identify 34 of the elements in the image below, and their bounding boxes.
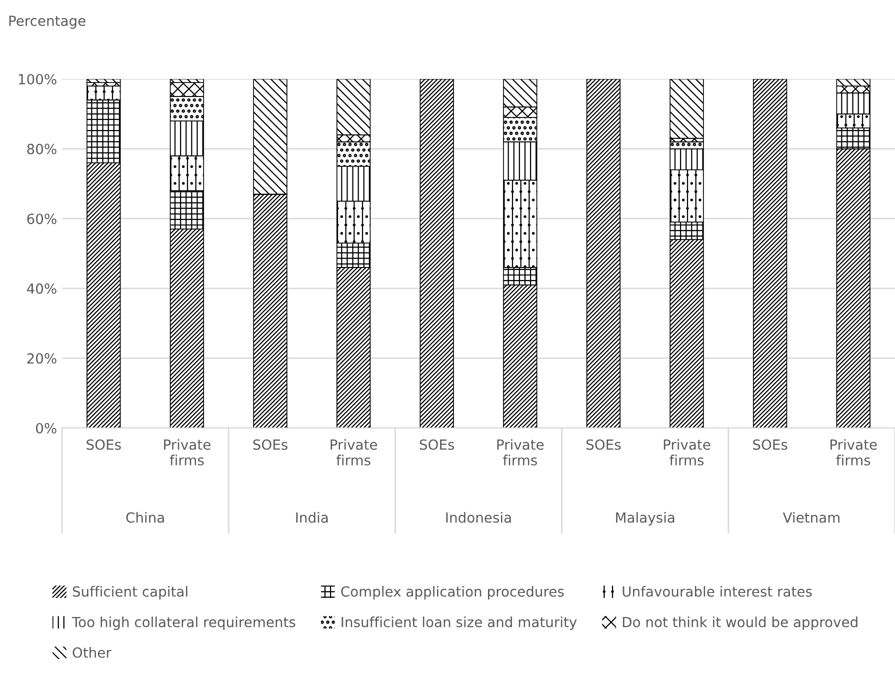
y-tick-label: 60% [27,214,56,224]
legend-label: Do not think it would be approved [622,616,858,630]
legend-label: Other [72,647,112,658]
bar [86,79,121,83]
text: Vietnam [782,512,840,523]
text: Malaysia [616,512,674,526]
x-tick-label: Private firms [497,439,544,466]
x-tick-label: Private firms [664,439,710,466]
bar [670,79,704,139]
text: China [126,512,164,523]
y-tick-label: 40% [26,283,56,294]
legend-label: Unfavourable interest rates [622,586,812,597]
legend-label: Sufficient capital [72,586,188,600]
text: Indonesia [446,512,511,523]
bar [752,79,788,428]
y-axis-title: Percentage [9,16,86,29]
y-tick-label: 20% [27,353,56,364]
x-tick-label: Private firms [330,439,378,466]
y-tick-label: 80% [27,144,56,154]
x-tick-label: SOEs [753,439,788,450]
y-tick-label: 100% [18,74,56,84]
text: India [296,512,328,523]
legend-label: Insufficient loan size and maturity [342,616,577,630]
bar [586,79,621,428]
bar [420,79,454,428]
y-tick-label: 0% [36,422,56,434]
x-tick-label: SOEs [253,439,288,450]
x-tick-label: Private firms [830,439,877,466]
x-tick-label: SOEs [586,439,621,450]
legend-label: Too high collateral requirements [72,616,296,630]
x-tick-label: Private firms [164,439,210,466]
x-tick-label: SOEs [420,439,454,450]
legend-label: Complex application procedures [341,586,564,600]
x-tick-label: SOEs [86,439,121,450]
